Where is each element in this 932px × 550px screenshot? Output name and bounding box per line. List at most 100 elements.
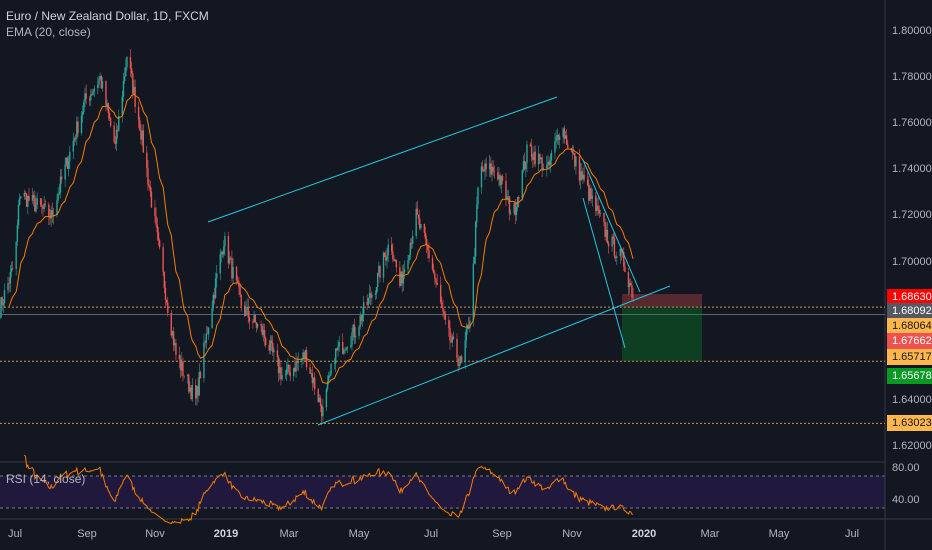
candle: [265, 336, 267, 348]
horizontal-levels[interactable]: [0, 306, 885, 424]
candle: [181, 352, 183, 377]
candle: [84, 87, 86, 108]
candle: [464, 331, 466, 370]
candle: [522, 155, 525, 173]
candle: [343, 348, 345, 356]
time-axis-label: Sep: [77, 528, 97, 540]
candle: [206, 326, 209, 335]
take-profit-zone[interactable]: [622, 307, 702, 362]
candle: [415, 201, 417, 240]
candle: [434, 270, 436, 285]
candle: [400, 271, 402, 287]
trend-drawings[interactable]: [207, 96, 671, 426]
candle: [516, 196, 519, 212]
candle: [588, 176, 590, 205]
candle: [586, 171, 589, 187]
candle: [137, 101, 140, 129]
candle: [260, 320, 262, 332]
price-axis-label: 1.78000: [892, 71, 932, 84]
candle: [488, 154, 491, 178]
candle: [603, 212, 605, 227]
candle: [549, 153, 551, 173]
candle: [20, 195, 22, 199]
candle: [195, 379, 197, 406]
candle: [106, 99, 108, 110]
symbol-title[interactable]: Euro / New Zealand Dollar, 1D, FXCM: [6, 9, 209, 23]
candle: [11, 261, 14, 271]
candle: [607, 240, 610, 254]
candle: [123, 67, 126, 84]
candle: [556, 128, 558, 145]
wedge-lower-line[interactable]: [582, 197, 626, 349]
candle: [221, 250, 224, 258]
candle: [286, 362, 288, 382]
candle: [472, 256, 475, 327]
candle: [8, 277, 10, 293]
rsi-legend[interactable]: RSI (14, close): [6, 472, 86, 486]
candle: [142, 124, 144, 153]
candle: [238, 277, 240, 295]
candle: [269, 335, 272, 355]
candle: [366, 294, 368, 310]
candle: [507, 190, 510, 205]
candle: [125, 58, 127, 77]
candle: [363, 295, 365, 323]
candle: [624, 261, 626, 273]
candle: [361, 307, 364, 327]
price-tag: 1.65717: [887, 349, 932, 365]
candle: [459, 355, 462, 366]
candle: [541, 154, 543, 178]
candle: [390, 236, 393, 255]
time-axis-label: Mar: [279, 528, 299, 540]
candle: [563, 125, 565, 144]
candle: [116, 125, 119, 139]
candle: [36, 192, 38, 210]
candle: [330, 363, 332, 377]
candle: [129, 49, 132, 77]
candle: [322, 399, 324, 422]
candle: [513, 203, 515, 216]
candle: [64, 157, 66, 188]
ema-legend[interactable]: EMA (20, close): [6, 25, 91, 39]
candle: [219, 248, 221, 281]
candle: [547, 154, 549, 170]
wedge-upper-line[interactable]: [582, 159, 641, 293]
candle: [500, 174, 503, 193]
candle: [263, 323, 266, 347]
candle: [383, 251, 386, 258]
candle: [557, 134, 560, 145]
candle: [518, 195, 520, 208]
price-axis-label: 1.72000: [892, 209, 932, 222]
time-axis-label: 2020: [631, 528, 657, 540]
candle: [150, 187, 153, 208]
candle: [156, 217, 158, 241]
candle: [248, 310, 251, 330]
price-axis-label: 1.62000: [892, 439, 932, 452]
candle: [92, 89, 94, 96]
candle: [590, 186, 592, 204]
candle: [252, 319, 254, 329]
candle: [132, 71, 134, 99]
channel-upper-line[interactable]: [207, 96, 558, 223]
candle: [571, 145, 574, 160]
candle: [178, 346, 181, 369]
candle: [395, 259, 398, 273]
candle: [473, 247, 476, 264]
channel-lower-line[interactable]: [317, 285, 671, 426]
candle: [501, 174, 504, 185]
candle: [386, 247, 388, 269]
candle: [526, 140, 528, 173]
price-axis-label: 1.76000: [892, 117, 932, 130]
candle: [32, 191, 35, 207]
candle: [302, 349, 304, 365]
candle: [230, 256, 232, 260]
candle: [31, 187, 34, 204]
candle: [312, 376, 315, 388]
candle: [498, 167, 500, 187]
candle: [408, 254, 410, 264]
candle: [596, 198, 598, 216]
short-position-tool[interactable]: [622, 294, 702, 362]
candle: [214, 272, 217, 300]
candle: [565, 129, 568, 146]
